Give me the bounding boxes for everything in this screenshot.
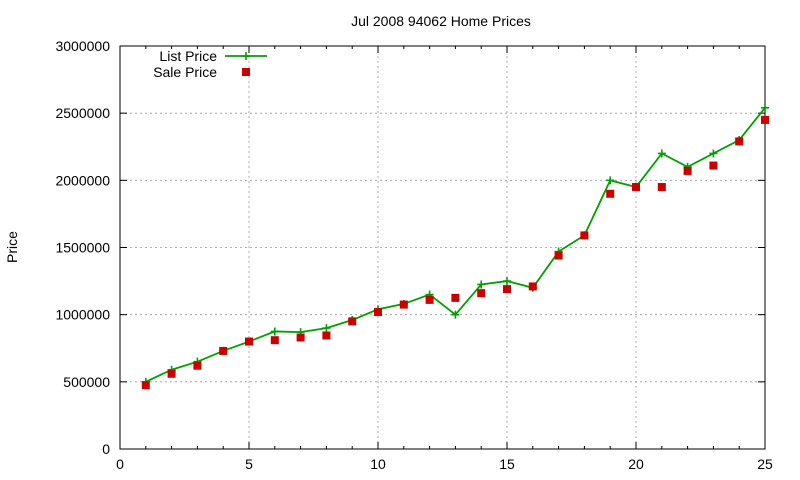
- list-price-point: [761, 103, 769, 112]
- list-price-point: [657, 149, 666, 158]
- list-price-line: [145, 107, 766, 383]
- series-sale-price: [141, 115, 769, 390]
- y-axis-label: Price: [4, 231, 20, 263]
- sale-price-point: [141, 381, 150, 390]
- series-list-price: [141, 103, 769, 386]
- y-tick-label: 2500000: [55, 105, 110, 121]
- x-tick-label: 20: [628, 456, 644, 472]
- sale-price-point: [451, 293, 460, 302]
- y-tick-label: 0: [102, 441, 110, 457]
- series-layer: [141, 103, 769, 390]
- list-price-point: [503, 277, 511, 286]
- sale-price-point: [399, 300, 408, 309]
- list-price-point: [709, 149, 718, 158]
- y-tick-label: 1500000: [55, 240, 110, 256]
- sale-price-point: [477, 289, 486, 298]
- sale-price-point: [348, 317, 357, 326]
- sale-price-point: [270, 336, 279, 345]
- list-price-point: [322, 324, 331, 333]
- sale-price-point: [193, 361, 202, 370]
- sale-price-point: [657, 183, 666, 192]
- sale-price-point: [735, 137, 744, 146]
- x-tick-label: 5: [245, 456, 253, 472]
- sale-price-point: [761, 115, 769, 124]
- sale-price-point: [245, 337, 253, 346]
- sale-price-point: [167, 369, 176, 378]
- sale-price-point: [632, 183, 640, 192]
- sale-price-point: [503, 285, 511, 294]
- list-price-point: [270, 327, 279, 336]
- y-tick-label: 500000: [63, 374, 110, 390]
- sale-price-point: [683, 166, 692, 175]
- sale-price-point: [709, 161, 718, 170]
- sale-price-point: [580, 231, 589, 240]
- list-price-point: [606, 176, 615, 185]
- x-tick-label: 15: [499, 456, 515, 472]
- sale-price-point: [296, 333, 305, 342]
- legend-label: List Price: [159, 48, 217, 64]
- list-price-point: [477, 280, 486, 289]
- sale-price-point: [606, 189, 615, 198]
- x-tick-label: 0: [116, 456, 124, 472]
- sale-price-point: [554, 251, 563, 260]
- sale-price-point: [374, 307, 382, 316]
- sale-price-point: [528, 282, 537, 291]
- grid-lines: [120, 46, 765, 449]
- y-tick-label: 3000000: [55, 38, 110, 54]
- legend-square-swatch: [242, 68, 250, 76]
- legend-label: Sale Price: [153, 64, 217, 80]
- axis-ticks: 0 5 10 15 20 25 0 500000 1000000 1500000 2000000 25…: [55, 38, 773, 472]
- y-tick-label: 1000000: [55, 307, 110, 323]
- legend-cross-swatch: [242, 52, 250, 60]
- x-tick-label: 25: [757, 456, 773, 472]
- sale-price-point: [425, 295, 434, 304]
- chart-title: Jul 2008 94062 Home Prices: [351, 13, 531, 29]
- sale-price-point: [322, 331, 331, 340]
- sale-price-point: [219, 346, 228, 355]
- y-tick-label: 2000000: [55, 172, 110, 188]
- x-tick-label: 10: [370, 456, 386, 472]
- list-price-point: [451, 310, 460, 319]
